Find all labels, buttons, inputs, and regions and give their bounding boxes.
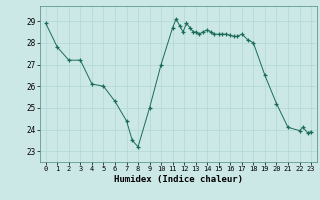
X-axis label: Humidex (Indice chaleur): Humidex (Indice chaleur): [114, 175, 243, 184]
